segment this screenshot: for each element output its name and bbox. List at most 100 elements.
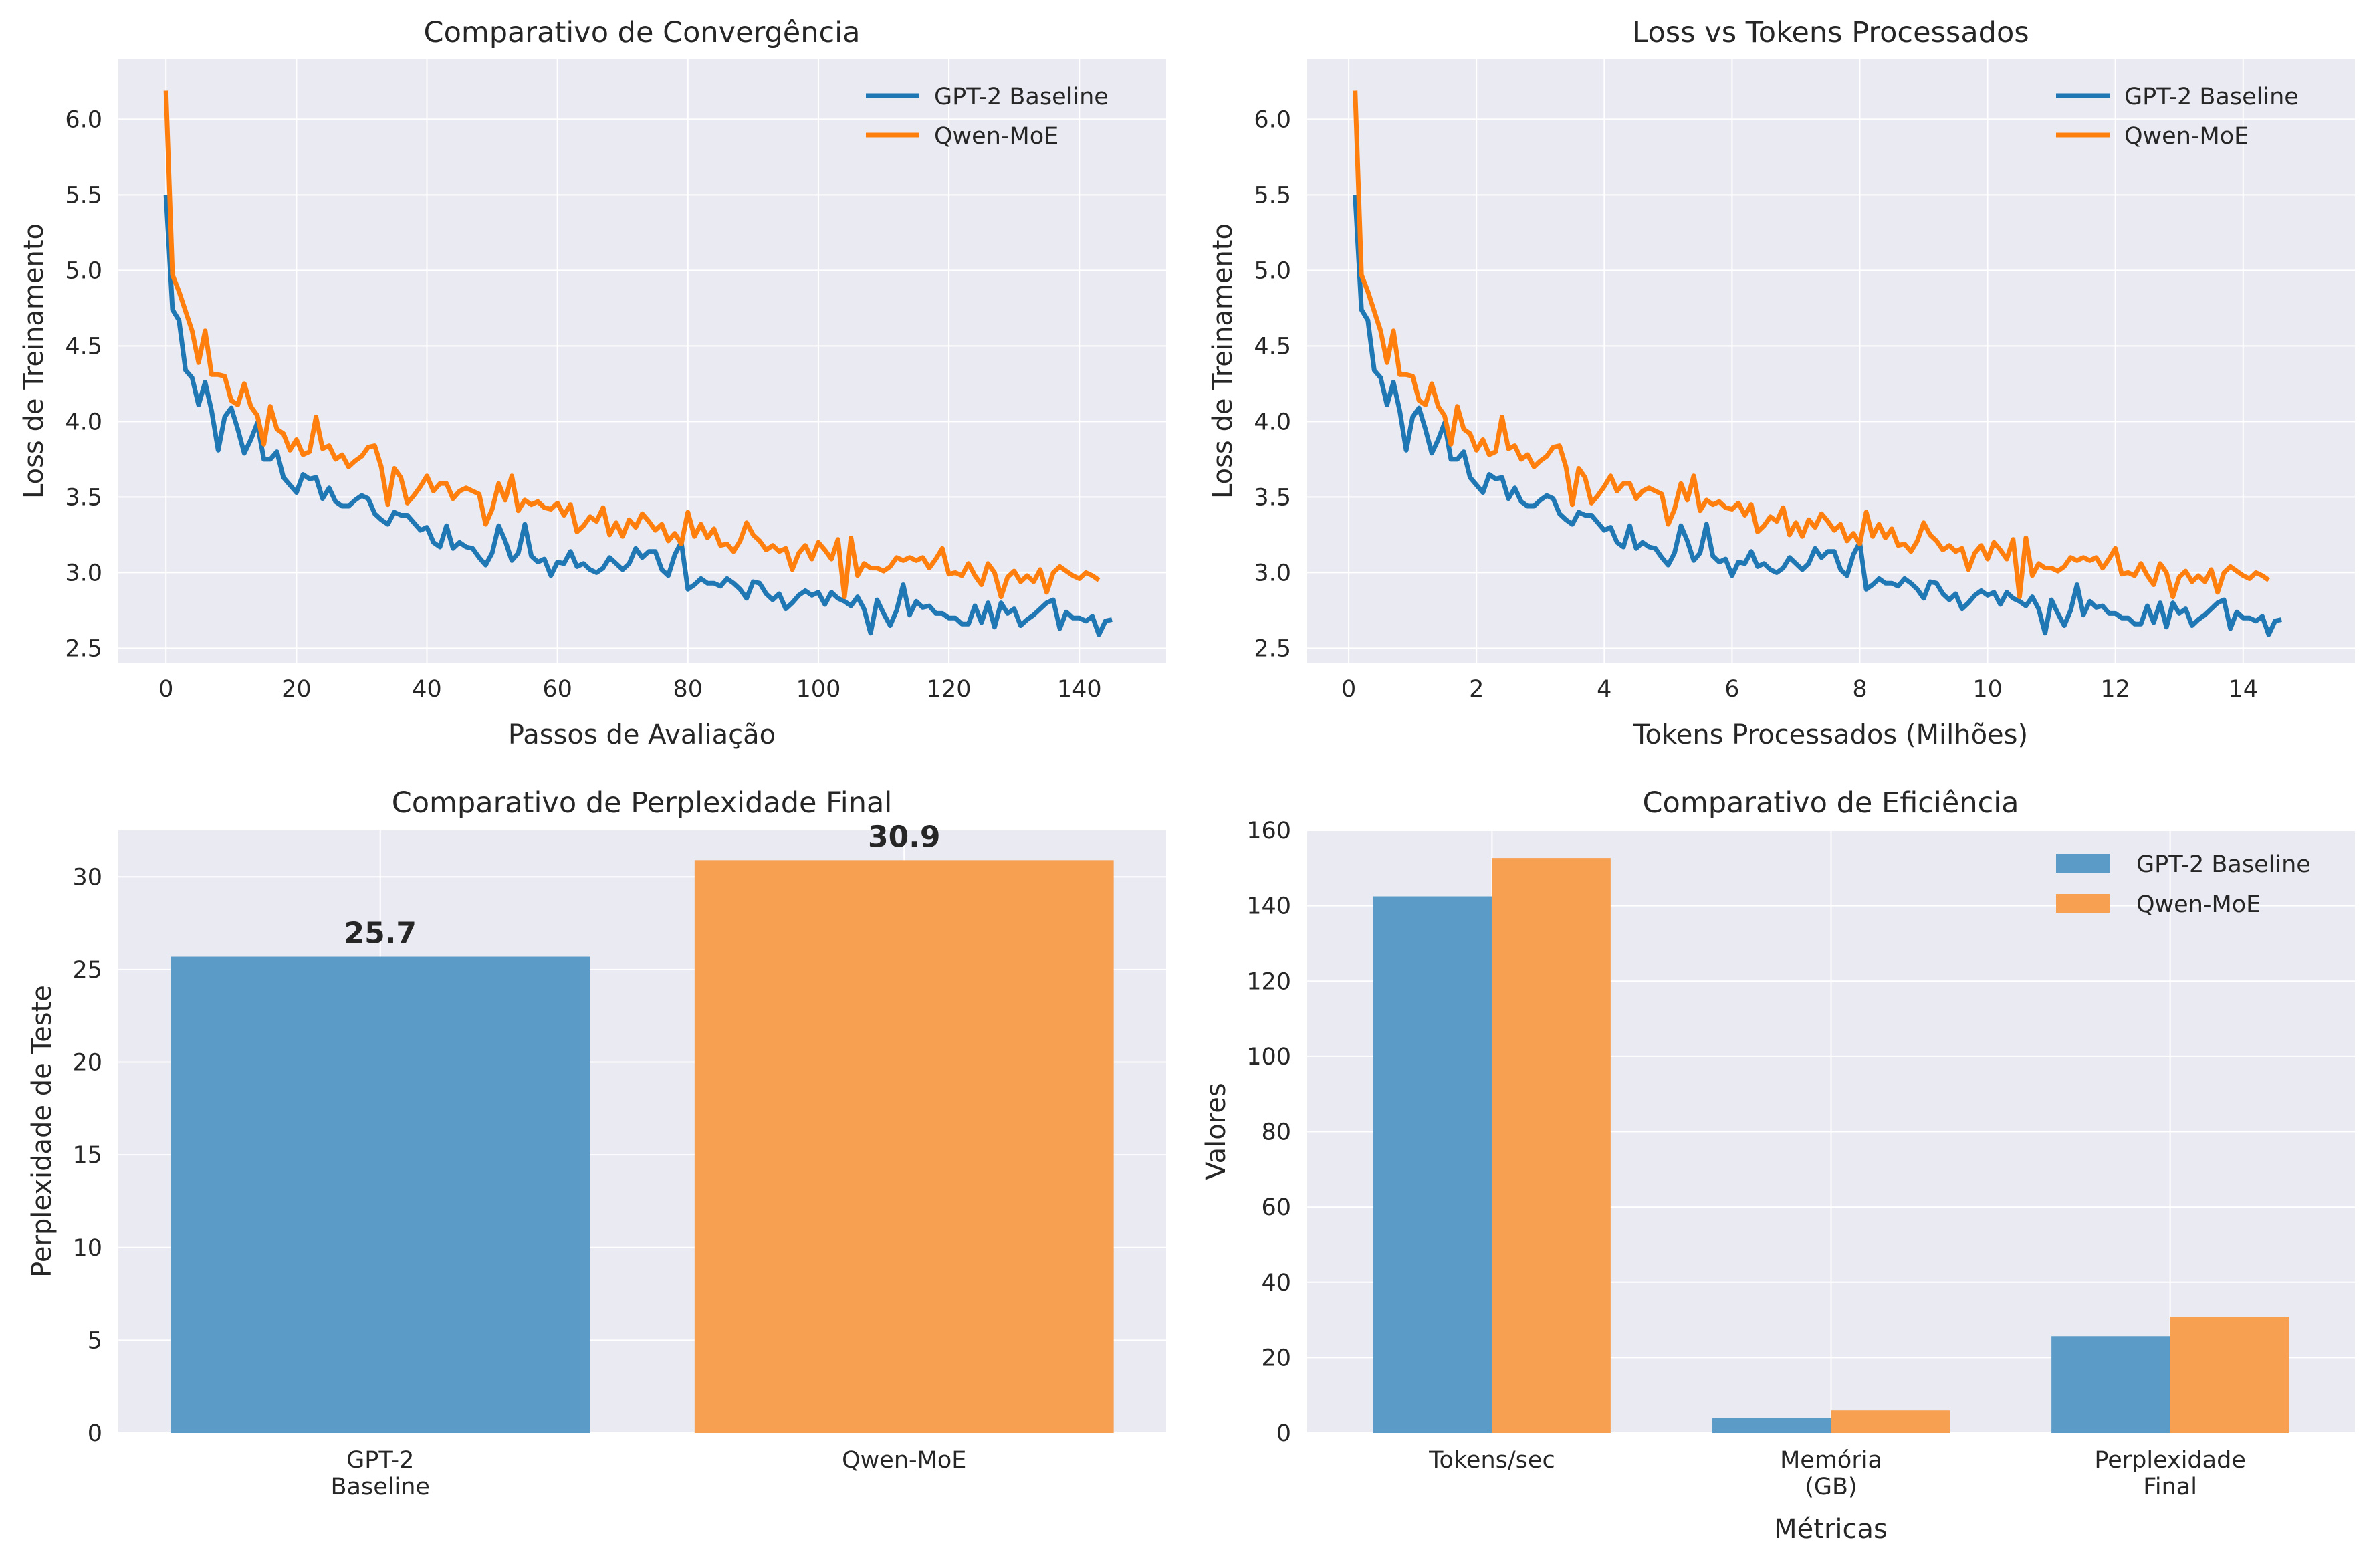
plot-background — [1307, 59, 2355, 663]
efficiency-chart: Tokens/sec Memória (GB) Perplexidade Final 0… — [1201, 786, 2355, 1545]
y-tick-label: 6.0 — [1254, 106, 1291, 133]
y-tick-label: 5.0 — [1254, 257, 1291, 284]
y-tick-label: 4.5 — [1254, 333, 1291, 360]
y-tick-label: 5.5 — [65, 182, 102, 209]
x-ticks: GPT-2 Baseline Qwen-MoE — [331, 1447, 967, 1500]
y-tick-label: 40 — [1261, 1270, 1291, 1297]
x-ticks: 0 20 40 60 80 100 120 140 — [158, 676, 1102, 703]
x-axis-label: Tokens Processados (Milhões) — [1633, 719, 2028, 750]
x-tick-label: 2 — [1469, 676, 1484, 703]
legend-label-baseline: GPT-2 Baseline — [2136, 851, 2311, 878]
convergence-chart: 0 20 40 60 80 100 120 140 2.5 3.0 3.5 4.0 4.5 5.0 5.5… — [19, 16, 1166, 750]
x-axis-label: Métricas — [1774, 1514, 1888, 1545]
x-tick-label: 0 — [1341, 676, 1356, 703]
grid — [1307, 59, 2355, 663]
perplexity-chart: 25.7 30.9 GPT-2 Baseline Qwen-MoE 0 5 10 15 20 2… — [27, 786, 1166, 1500]
legend-label-moe: Qwen-MoE — [2124, 123, 2249, 150]
y-tick-label: 3.0 — [65, 560, 102, 586]
y-tick-label: 20 — [72, 1050, 102, 1077]
bar — [171, 956, 590, 1433]
x-ticks: Tokens/sec Memória (GB) Perplexidade Final — [1428, 1447, 2246, 1500]
y-tick-label: 3.0 — [1254, 560, 1291, 586]
bar-moe — [1831, 1410, 1950, 1433]
x-tick-label: 14 — [2229, 676, 2259, 703]
y-tick-label: 80 — [1261, 1119, 1291, 1146]
bar — [694, 860, 1114, 1433]
y-tick-label: 6.0 — [65, 106, 102, 133]
bar-moe — [2170, 1316, 2289, 1433]
y-axis-label: Loss de Treinamento — [19, 223, 49, 499]
x-tick-label: Tokens/sec — [1428, 1447, 1555, 1474]
legend: GPT-2 Baseline Qwen-MoE — [866, 84, 1109, 150]
y-tick-label: 2.5 — [65, 635, 102, 662]
y-tick-label: 0 — [88, 1420, 102, 1447]
y-tick-label: 0 — [1276, 1420, 1291, 1447]
bar-baseline — [1712, 1418, 1831, 1433]
y-axis-label: Loss de Treinamento — [1208, 223, 1238, 499]
bars: 25.7 30.9 — [171, 820, 1114, 1433]
x-tick-label: 6 — [1724, 676, 1739, 703]
y-tick-label: 120 — [1246, 968, 1291, 995]
series-line-baseline — [1353, 195, 2282, 637]
x-tick-label: 4 — [1597, 676, 1611, 703]
y-tick-label: 4.5 — [65, 333, 102, 360]
x-tick-label: 100 — [796, 676, 841, 703]
x-axis-label: Passos de Avaliação — [508, 719, 776, 750]
legend: GPT-2 Baseline Qwen-MoE — [2056, 84, 2299, 150]
x-tick-label: 80 — [673, 676, 703, 703]
y-tick-label: 140 — [1246, 893, 1291, 920]
bar-value-label: 25.7 — [344, 917, 417, 951]
y-tick-label: 5.5 — [1254, 182, 1291, 209]
x-tick-label: GPT-2 Baseline — [331, 1447, 430, 1500]
bar-moe — [1492, 858, 1611, 1433]
y-tick-label: 15 — [72, 1142, 102, 1169]
legend-label-moe: Qwen-MoE — [934, 123, 1058, 150]
y-axis-label: Valores — [1201, 1083, 1232, 1180]
bars — [1373, 858, 2289, 1433]
y-tick-label: 20 — [1261, 1345, 1291, 1371]
chart-title: Comparativo de Perplexidade Final — [392, 786, 893, 820]
legend: GPT-2 Baseline Qwen-MoE — [2056, 851, 2311, 918]
y-tick-label: 160 — [1246, 818, 1291, 845]
x-tick-label: Memória (GB) — [1780, 1447, 1882, 1500]
series-lines — [163, 90, 1113, 637]
bar-baseline — [1373, 896, 1492, 1433]
y-axis-label: Perplexidade de Teste — [27, 985, 58, 1278]
chart-title: Comparativo de Eficiência — [1642, 786, 2019, 820]
legend-label-moe: Qwen-MoE — [2136, 891, 2261, 918]
series-line-moe — [1353, 90, 2271, 600]
y-tick-label: 4.0 — [65, 409, 102, 435]
legend-label-baseline: GPT-2 Baseline — [934, 84, 1109, 110]
y-tick-label: 30 — [72, 864, 102, 891]
legend-swatch-baseline — [2056, 854, 2110, 873]
series-line-baseline — [163, 195, 1113, 637]
x-tick-label: Perplexidade Final — [2094, 1447, 2246, 1500]
x-tick-label: 140 — [1057, 676, 1102, 703]
legend-swatch-moe — [2056, 894, 2110, 913]
chart-title: Loss vs Tokens Processados — [1632, 16, 2029, 49]
x-tick-label: 20 — [281, 676, 312, 703]
x-tick-label: 8 — [1852, 676, 1867, 703]
chart-title: Comparativo de Convergência — [424, 16, 861, 49]
grid — [118, 59, 1166, 663]
y-tick-label: 10 — [72, 1235, 102, 1262]
series-line-moe — [163, 90, 1101, 600]
y-ticks: 2.5 3.0 3.5 4.0 4.5 5.0 5.5 6.0 — [1254, 106, 1291, 662]
y-tick-label: 3.5 — [65, 484, 102, 511]
legend-label-baseline: GPT-2 Baseline — [2124, 84, 2299, 110]
y-tick-label: 100 — [1246, 1044, 1291, 1071]
x-tick-label: 120 — [927, 676, 972, 703]
y-tick-label: 2.5 — [1254, 635, 1291, 662]
x-tick-label: 40 — [412, 676, 442, 703]
y-tick-label: 4.0 — [1254, 409, 1291, 435]
y-tick-label: 25 — [72, 957, 102, 984]
x-tick-label: 60 — [542, 676, 572, 703]
y-ticks: 0 20 40 60 80 100 120 140 160 — [1246, 818, 1291, 1447]
y-tick-label: 60 — [1261, 1194, 1291, 1221]
y-ticks: 0 5 10 15 20 25 30 — [72, 864, 102, 1447]
x-tick-label: 10 — [1972, 676, 2003, 703]
y-ticks: 2.5 3.0 3.5 4.0 4.5 5.0 5.5 6.0 — [65, 106, 102, 662]
bar-baseline — [2051, 1336, 2170, 1433]
x-tick-label: 0 — [158, 676, 173, 703]
